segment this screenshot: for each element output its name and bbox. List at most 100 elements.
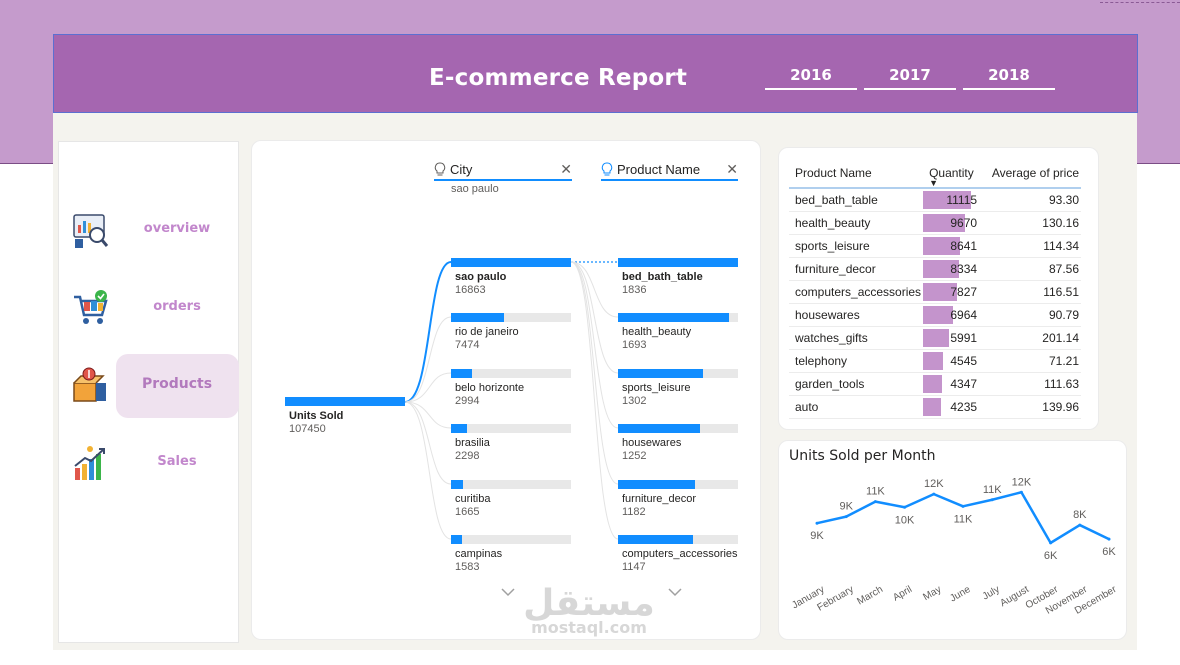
data-point[interactable] [903,505,907,509]
tree-connectors [404,261,619,540]
product-name-cell: sports_leisure [789,234,924,258]
nav-label-products: Products [141,376,213,392]
data-point[interactable] [932,492,936,496]
table-row[interactable]: bed_bath_table 11115 93.30 [789,188,1081,212]
year-button-2018[interactable]: 2018 [963,66,1055,90]
product-name-cell: furniture_decor [789,257,924,281]
product-level-header[interactable]: Product Name ✕ [601,161,738,181]
nav-item-products[interactable]: Products [59,354,240,418]
table-row[interactable]: health_beauty 9670 130.16 [789,211,1081,235]
average-price-cell: 87.56 [977,257,1081,281]
table-row[interactable]: computers_accessories 7827 116.51 [789,280,1081,304]
product-value: 1182 [622,506,646,518]
line-chart-plot: 9KJanuary9KFebruary11KMarch10KApril12KMa… [790,476,1119,616]
city-value: 2994 [455,395,480,407]
quantity-data-bar [923,282,958,301]
product-value: 1836 [622,284,647,296]
city-connector [404,401,452,540]
data-point[interactable] [990,498,994,502]
quantity-cell: 6964 [923,303,978,327]
product-value: 1252 [622,450,647,462]
sort-descending-icon: ▼ [929,178,938,188]
product-bar [618,313,729,322]
quantity-cell: 9670 [923,211,978,235]
close-icon[interactable]: ✕ [560,161,572,177]
city-bar-track [451,369,571,378]
quantity-data-bar [923,191,972,209]
data-label: 12K [924,478,944,490]
city-connector [404,372,452,403]
table-row[interactable]: auto 4235 139.96 [789,395,1081,419]
city-value: 7474 [455,339,480,351]
product-value: 1147 [622,561,646,573]
quantity-data-bar [923,305,954,324]
table-row[interactable]: watches_gifts 5991 201.14 [789,326,1081,350]
quantity-value: 9670 [950,215,978,230]
product-name-cell: watches_gifts [789,326,924,350]
average-price-cell: 93.30 [977,188,1081,212]
quantity-cell: 11115 [923,188,978,212]
product-label: sports_leisure [622,382,691,394]
data-point[interactable] [1019,490,1023,494]
quantity-data-bar [923,397,942,416]
city-selected-value: sao paulo [451,183,499,195]
data-point[interactable] [1107,537,1111,541]
year-button-2017[interactable]: 2017 [864,66,956,90]
column-header-average-price[interactable]: Average of price [977,158,1081,189]
data-point[interactable] [1049,541,1053,545]
city-bar [451,480,463,489]
city-level-header[interactable]: City ✕ [434,161,572,181]
data-label: 11K [983,484,1002,496]
average-price-cell: 90.79 [977,303,1081,327]
table-row[interactable]: garden_tools 4347 111.63 [789,372,1081,396]
quantity-cell: 4235 [923,395,978,419]
x-axis-tick-label: March [855,584,885,607]
product-connector [570,261,619,485]
column-header-product-name[interactable]: Product Name [789,158,924,189]
data-point[interactable] [961,504,965,508]
quantity-value: 6964 [950,307,978,322]
table-row[interactable]: furniture_decor 8334 87.56 [789,257,1081,281]
data-label: 11K [866,486,885,498]
close-icon[interactable]: ✕ [726,161,738,177]
data-point[interactable] [1078,523,1082,527]
x-axis-tick-label: April [891,584,914,604]
data-label: 6K [1044,550,1058,562]
year-button-2016[interactable]: 2016 [765,66,857,90]
product-bar [618,480,695,489]
chevron-down-icon[interactable] [501,587,515,597]
data-label: 10K [895,514,915,526]
city-bar-track [451,313,571,322]
quantity-value: 7827 [950,284,978,299]
nav-item-orders[interactable]: orders [59,277,240,341]
average-price-cell: 130.16 [977,211,1081,235]
product-connector [570,261,619,318]
nav-item-sales[interactable]: Sales [59,432,240,496]
table-row[interactable]: sports_leisure 8641 114.34 [789,234,1081,258]
quantity-data-bar [923,328,950,347]
overview-report-icon [73,214,109,248]
table-row[interactable]: housewares 6964 90.79 [789,303,1081,327]
data-point[interactable] [844,515,848,519]
chevron-down-icon[interactable] [668,587,682,597]
city-value: 2298 [455,450,480,462]
data-point[interactable] [815,521,819,525]
city-bar [451,258,571,267]
nav-item-overview[interactable]: overview [59,199,240,263]
column-header-quantity[interactable]: Quantity ▼ [923,158,978,189]
x-axis-tick-label: June [948,584,973,605]
sales-growth-chart-icon [74,446,105,480]
average-price-cell: 116.51 [977,280,1081,304]
watermark-arabic: مستقل [523,583,655,624]
divider-line [0,163,55,164]
data-point[interactable] [873,500,877,504]
quantity-cell: 8334 [923,257,978,281]
average-price-cell: 201.14 [977,326,1081,350]
products-table: Product Name Quantity ▼ Average of price… [789,158,1081,419]
quantity-data-bar [923,374,943,393]
quantity-value: 4347 [950,376,978,391]
data-label: 12K [1012,476,1032,488]
product-name-cell: garden_tools [789,372,924,396]
units-sold-per-month-chart: Units Sold per Month 9K January 9K February… [778,440,1127,640]
table-row[interactable]: telephony 4545 71.21 [789,349,1081,373]
